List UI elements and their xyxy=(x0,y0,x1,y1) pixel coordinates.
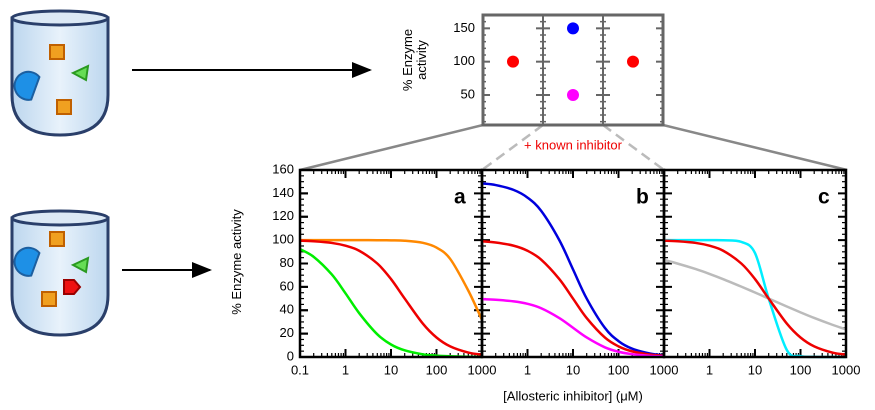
curve xyxy=(663,258,847,331)
beaker-top xyxy=(10,9,110,137)
y-axis-label: % Enzyme activity xyxy=(229,209,244,315)
y-tick-label: 50 xyxy=(461,86,475,101)
y-tick-label: 150 xyxy=(453,20,475,35)
y-tick-label: 140 xyxy=(272,185,294,200)
annotation: + known inhibitor xyxy=(524,137,623,152)
x-tick-label: 1 xyxy=(524,362,531,377)
x-tick-label: 10 xyxy=(384,362,398,377)
zoom-lines xyxy=(299,123,848,172)
y-tick-label: 40 xyxy=(280,302,294,317)
y-tick-label: 100 xyxy=(453,53,475,68)
x-tick-label: 100 xyxy=(608,362,630,377)
beaker-bottom xyxy=(10,209,110,337)
panel-label: a xyxy=(454,186,466,209)
y-tick-label: 80 xyxy=(280,255,294,270)
point xyxy=(567,89,579,101)
curve xyxy=(663,238,847,359)
plot-frame xyxy=(662,168,848,359)
x-tick-label: 1000 xyxy=(468,362,497,377)
x-tick-label: 0.1 xyxy=(291,362,309,377)
curve xyxy=(481,240,665,358)
x-tick-label: 1 xyxy=(706,362,713,377)
panel-label: c xyxy=(818,186,830,209)
x-axis-label: [Allosteric inhibitor] (μM) xyxy=(503,388,643,403)
y-tick-label: 60 xyxy=(280,278,294,293)
plot-frame xyxy=(481,13,665,127)
curve xyxy=(481,297,665,358)
x-tick-label: 100 xyxy=(790,362,812,377)
point xyxy=(507,55,519,68)
curve xyxy=(663,239,847,356)
point xyxy=(627,55,639,68)
y-tick-label: 120 xyxy=(272,208,294,223)
x-tick-label: 1000 xyxy=(650,362,679,377)
x-tick-label: 100 xyxy=(426,362,448,377)
x-tick-label: 1 xyxy=(342,362,349,377)
curve xyxy=(299,239,483,356)
y-tick-label: 20 xyxy=(280,325,294,340)
x-tick-label: 10 xyxy=(566,362,580,377)
y-axis-label: % Enzyme activity xyxy=(400,28,429,92)
y-tick-label: 160 xyxy=(272,161,294,176)
point xyxy=(567,22,579,35)
x-tick-label: 1000 xyxy=(832,362,861,377)
curve xyxy=(481,182,665,357)
panel-label: b xyxy=(636,186,649,209)
y-tick-label: 0 xyxy=(287,348,294,363)
y-tick-label: 100 xyxy=(272,232,294,247)
curve xyxy=(299,238,484,321)
x-tick-label: 10 xyxy=(748,362,762,377)
